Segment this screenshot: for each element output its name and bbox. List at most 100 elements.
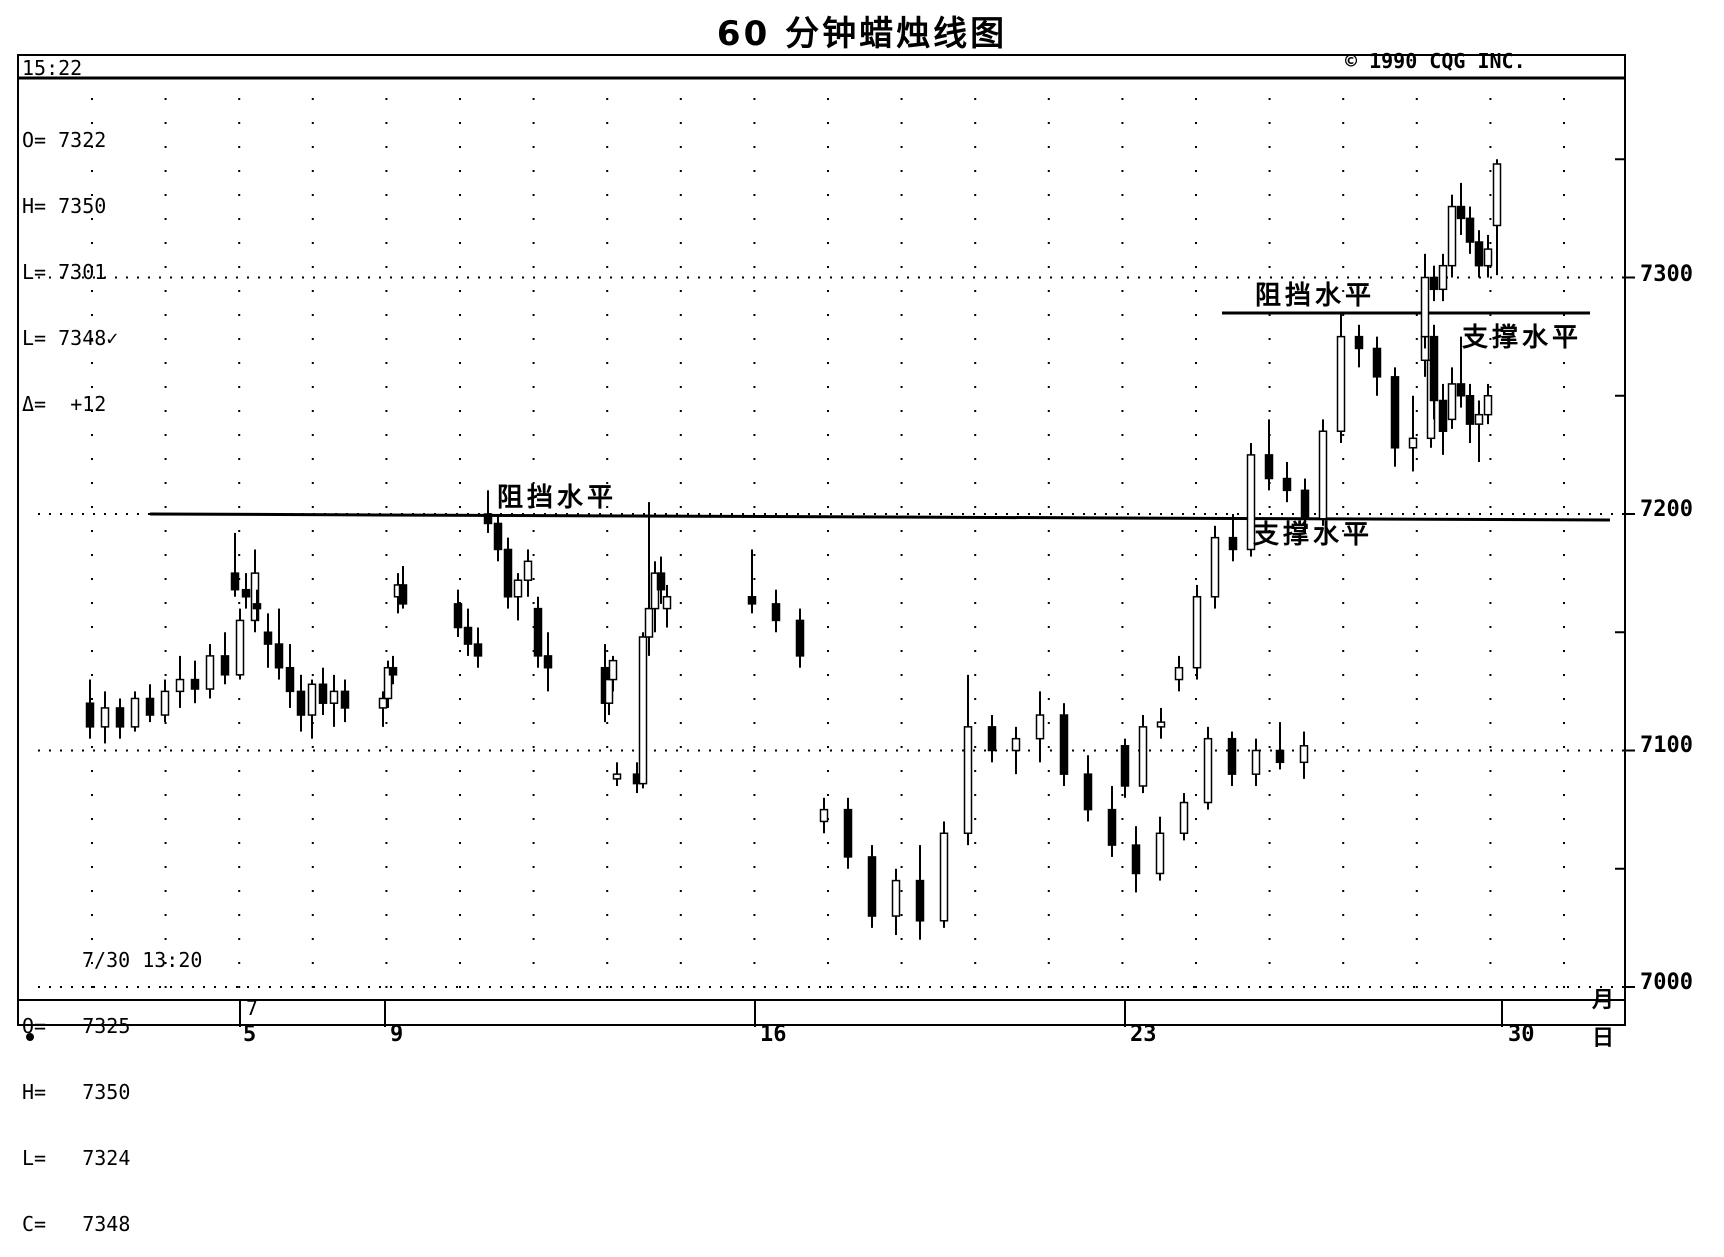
x-top-tick-label: 7 <box>246 996 259 1020</box>
axis-origin-dot <box>26 1033 34 1041</box>
candle <box>220 632 230 685</box>
candle <box>1083 755 1093 822</box>
ohlc-row: L= 7348✓ <box>22 326 119 350</box>
candle-body <box>819 808 829 823</box>
candle-body <box>250 572 260 622</box>
candle-body <box>915 879 925 922</box>
candle <box>1336 312 1346 444</box>
candle <box>987 715 997 763</box>
candle-layer <box>85 159 1502 940</box>
candle <box>1483 383 1493 425</box>
candle <box>274 608 284 680</box>
candle-body <box>388 666 398 676</box>
candle <box>867 845 877 928</box>
y-tick-label: 7300 <box>1640 262 1693 287</box>
candle-body <box>1420 276 1430 338</box>
level-lines <box>149 311 1611 522</box>
candle-body <box>307 683 317 716</box>
x-tick-label: 5 <box>243 1022 257 1047</box>
candle <box>1203 726 1213 810</box>
candle <box>1228 514 1238 562</box>
candle <box>398 566 408 609</box>
candle <box>493 514 503 562</box>
candle-body <box>843 808 853 858</box>
candle <box>638 632 648 789</box>
candle <box>1474 230 1484 278</box>
candle <box>1447 367 1457 429</box>
candle <box>235 608 245 680</box>
candlestick-chart <box>17 54 1635 1041</box>
candle-body <box>175 678 185 693</box>
candle <box>612 762 622 786</box>
candle-body <box>190 678 200 690</box>
candle <box>1210 525 1220 609</box>
candle-body <box>1228 536 1238 551</box>
candle <box>329 674 339 727</box>
copyright-text: © 1990 CQG INC. <box>1345 49 1526 73</box>
candle-body <box>1372 347 1382 378</box>
candle-body <box>100 707 110 728</box>
candle-body <box>1474 413 1484 425</box>
ohlc-row: O= 7322 <box>22 128 107 152</box>
candle <box>1299 731 1309 779</box>
candle <box>1227 731 1237 786</box>
candle-body <box>296 690 306 716</box>
candle-body <box>85 702 95 728</box>
candle-body <box>145 697 155 716</box>
candle <box>463 608 473 656</box>
chart-title: 60 分钟蜡烛线图 <box>716 14 1008 54</box>
candle-body <box>1203 737 1213 804</box>
candle <box>747 549 757 614</box>
candle <box>1429 324 1439 420</box>
candle <box>230 532 240 597</box>
candle-body <box>230 572 240 591</box>
candle <box>1282 461 1292 503</box>
candle-body <box>1059 714 1069 775</box>
candle-body <box>1138 726 1148 787</box>
candle-body <box>1483 395 1493 416</box>
candle <box>503 537 513 609</box>
ohlc-row: O= 7325 <box>22 1014 131 1038</box>
candle <box>340 679 350 723</box>
candle-body <box>1429 335 1439 402</box>
candle-body <box>383 666 393 700</box>
candle <box>285 644 295 708</box>
candle <box>1474 400 1484 462</box>
candle-body <box>1192 596 1202 669</box>
candle <box>1447 194 1457 278</box>
candle-body <box>987 726 997 752</box>
plot-border <box>17 54 1626 1026</box>
x-tick-label: 16 <box>760 1022 787 1047</box>
candle-body <box>1390 376 1400 449</box>
candle-body <box>285 666 295 693</box>
candle <box>795 608 805 668</box>
candle-body <box>1011 737 1021 752</box>
candle <box>453 589 463 637</box>
candle <box>543 632 553 692</box>
candle <box>1438 253 1448 302</box>
candle <box>891 868 901 935</box>
candle <box>241 573 251 609</box>
candle-body <box>453 603 463 629</box>
candle-body <box>263 631 273 645</box>
candle-body <box>252 603 262 610</box>
candle <box>1456 336 1466 408</box>
candle <box>1107 785 1117 857</box>
x-tick-label: 30 <box>1508 1022 1535 1047</box>
candle <box>608 655 618 692</box>
candle <box>1429 265 1439 302</box>
candle <box>1438 383 1448 455</box>
candle-body <box>513 579 523 598</box>
candle-body <box>130 697 140 728</box>
candle <box>915 845 925 940</box>
candle-body <box>378 697 388 709</box>
candle <box>1011 726 1021 775</box>
candle <box>1138 715 1148 794</box>
candle <box>1155 816 1165 881</box>
candle <box>1318 419 1328 526</box>
candle-body <box>205 655 215 690</box>
candle <box>1156 707 1166 739</box>
candle <box>130 691 140 732</box>
candle <box>1192 584 1202 680</box>
candle <box>1120 738 1130 798</box>
